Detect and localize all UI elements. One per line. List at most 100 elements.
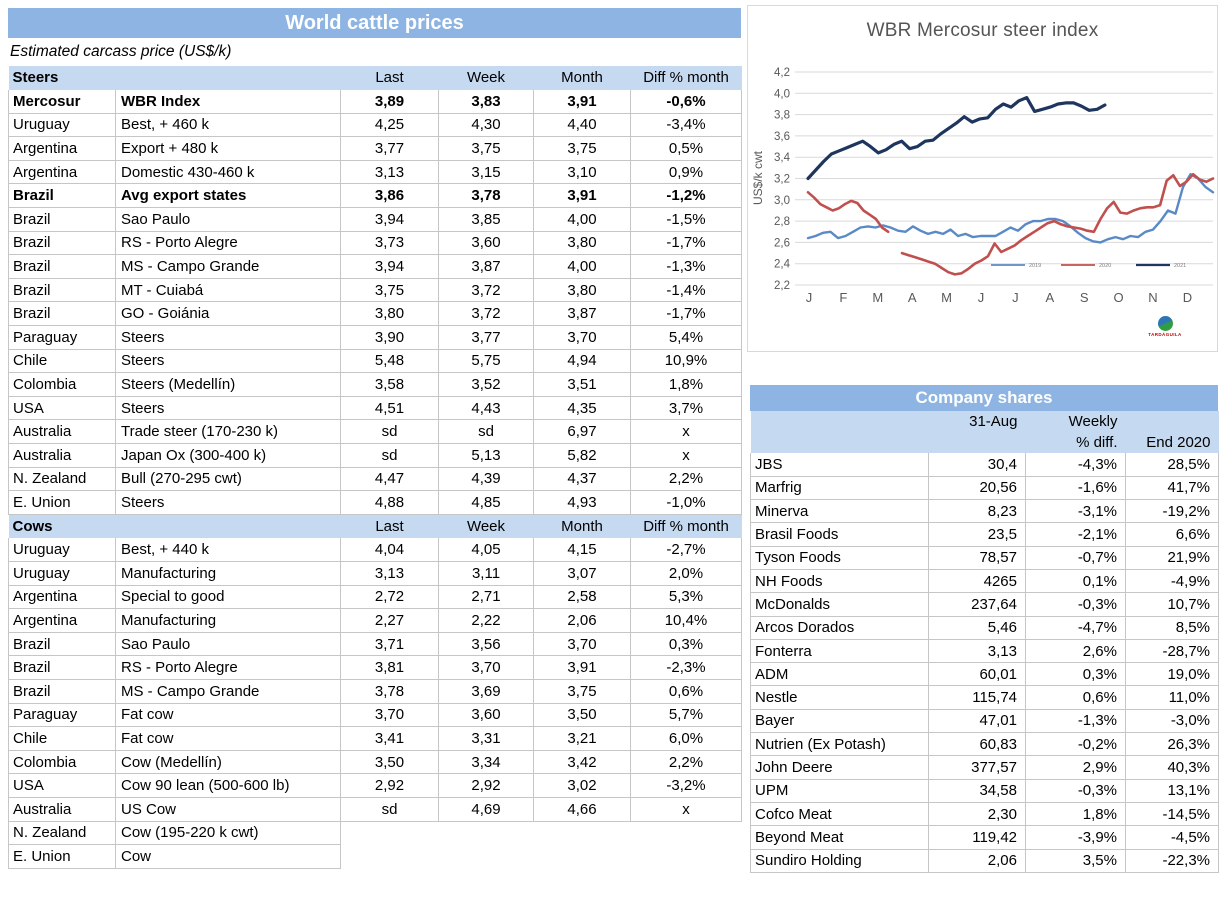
x-tick-label: M (941, 290, 952, 305)
cell-price: 60,83 (928, 732, 1026, 757)
table-row: Minerva 8,23 -3,1% -19,2% (750, 499, 1219, 524)
cell-weekly-diff: -3,9% (1025, 825, 1126, 850)
cell-diff: -0,6% (630, 89, 742, 114)
cell-diff: 2,2% (630, 750, 742, 775)
cell-price: 237,64 (928, 592, 1026, 617)
logo-caption: TARDÁGUILA (1148, 332, 1182, 337)
world-cattle-prices-table: Steers Last Week Month Diff % month Mercosur W… (8, 66, 742, 869)
cell-end-2020: 19,0% (1125, 662, 1219, 687)
company-shares-table: 31-Aug Weekly % diff. End 2020 JBS 30,4 -4… (750, 411, 1219, 873)
cell-last: 3,94 (340, 254, 439, 279)
cell-last: 3,86 (340, 183, 439, 209)
cell-price: 2,30 (928, 802, 1026, 827)
cell-month: 4,66 (533, 797, 631, 822)
cell-weekly-diff: -3,1% (1025, 499, 1126, 524)
cell-price: 2,06 (928, 849, 1026, 873)
cell-month: 3,91 (533, 89, 631, 114)
cell-country: Uruguay (8, 537, 116, 562)
cell-country: Brazil (8, 632, 116, 657)
cell-description: Cow (115, 844, 341, 869)
column-header-last: Last (340, 66, 439, 90)
table-row: Sundiro Holding 2,06 3,5% -22,3% (750, 849, 1219, 873)
cell-week: 3,31 (438, 726, 534, 751)
cell-week: 4,30 (438, 113, 534, 138)
cell-description: Domestic 430-460 k (115, 160, 341, 185)
cell-weekly-diff: -4,3% (1025, 453, 1126, 477)
cell-weekly-diff: -0,7% (1025, 546, 1126, 570)
table-row: USA Steers 4,51 4,43 4,35 3,7% (8, 396, 742, 421)
cell-end-2020: 21,9% (1125, 546, 1219, 570)
cell-diff: -1,2% (630, 183, 742, 209)
cell-last: 3,13 (340, 561, 439, 586)
cell-week: 3,69 (438, 679, 534, 704)
cell-end-2020: 28,5% (1125, 453, 1219, 477)
cell-company-name: Minerva (750, 499, 929, 524)
cell-last: 3,78 (340, 679, 439, 704)
table-row: Brazil RS - Porto Alegre 3,81 3,70 3,91 -2,3% (8, 655, 742, 680)
cell-last: 3,13 (340, 160, 439, 185)
cell-weekly-diff: -4,7% (1025, 616, 1126, 640)
cell-country: Brazil (8, 679, 116, 704)
cell-diff: 10,4% (630, 608, 742, 633)
cell-diff: -3,4% (630, 113, 742, 138)
x-tick-label: A (1045, 290, 1054, 305)
table-row: Brazil Sao Paulo 3,94 3,85 4,00 -1,5% (8, 207, 742, 232)
cell-month: 3,91 (533, 183, 631, 209)
table-row: Cofco Meat 2,30 1,8% -14,5% (750, 802, 1219, 827)
cell-country: E. Union (8, 844, 116, 869)
column-header-month: Month (533, 66, 631, 90)
cell-description: GO - Goiánia (115, 301, 341, 327)
cell-country: Brazil (8, 207, 116, 232)
cell-week: 3,15 (438, 160, 534, 185)
cell-description: Manufacturing (115, 561, 341, 586)
cell-price: 3,13 (928, 639, 1026, 664)
table-row: Tyson Foods 78,57 -0,7% 21,9% (750, 546, 1219, 570)
cell-last: 3,81 (340, 655, 439, 680)
globe-icon (1157, 316, 1173, 331)
cell-month: 2,06 (533, 608, 631, 633)
cell-week: sd (438, 419, 534, 444)
cell-end-2020: -3,0% (1125, 709, 1219, 734)
cell-week (439, 845, 534, 869)
cell-country: Paraguay (8, 325, 116, 350)
table-row: Nutrien (Ex Potash) 60,83 -0,2% 26,3% (750, 732, 1219, 757)
cell-description: Fat cow (115, 703, 341, 728)
cell-end-2020: -14,5% (1125, 802, 1219, 827)
cell-month: 3,07 (533, 561, 631, 586)
cell-weekly-diff: 0,1% (1025, 569, 1126, 594)
cell-company-name: Nutrien (Ex Potash) (750, 732, 929, 757)
cell-last: 4,51 (340, 396, 439, 421)
cell-end-2020: -22,3% (1125, 849, 1219, 873)
cell-company-name: Marfrig (750, 476, 929, 501)
world-cattle-prices-panel: World cattle prices Estimated carcass pr… (8, 8, 742, 869)
cell-end-2020: 13,1% (1125, 779, 1219, 803)
x-tick-label: J (1012, 290, 1019, 305)
cell-diff: 1,8% (630, 372, 742, 397)
company-table-title: Company shares (750, 385, 1218, 411)
cell-country: Uruguay (8, 113, 116, 138)
cell-diff: -1,7% (630, 301, 742, 327)
cell-last: 3,89 (340, 89, 439, 114)
chart-title: WBR Mercosur steer index (866, 20, 1099, 41)
cell-description: Sao Paulo (115, 632, 341, 657)
cell-diff (631, 821, 742, 845)
cell-description: US Cow (115, 797, 341, 822)
cell-price: 4265 (928, 569, 1026, 594)
cell-diff: x (630, 419, 742, 444)
cell-week: 3,72 (438, 278, 534, 303)
cell-price: 119,42 (928, 825, 1026, 850)
cell-company-name: Sundiro Holding (750, 849, 929, 873)
legend-label-2021: 2021 (1174, 263, 1186, 269)
cell-end-2020: 6,6% (1125, 522, 1219, 547)
cell-company-name: John Deere (750, 755, 929, 780)
cell-price: 23,5 (928, 522, 1026, 547)
cell-price: 115,74 (928, 685, 1026, 710)
cell-weekly-diff: -2,1% (1025, 522, 1126, 547)
cell-description: Steers (115, 396, 341, 421)
cell-country: Brazil (8, 655, 116, 680)
world-table-title: World cattle prices (8, 8, 741, 38)
cell-price: 34,58 (928, 779, 1026, 803)
y-tick-label: 3,4 (774, 152, 791, 164)
table-row: UPM 34,58 -0,3% 13,1% (750, 779, 1219, 803)
